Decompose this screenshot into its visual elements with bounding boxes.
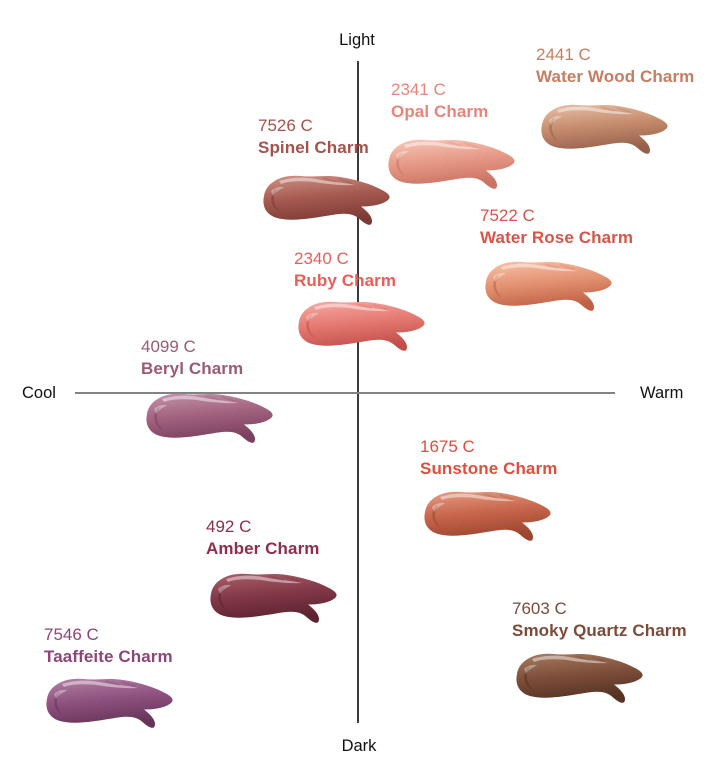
swatch-texture	[575, 655, 606, 662]
swatch-gloss-dot	[306, 312, 319, 322]
swatch-body	[516, 653, 643, 703]
swatch-gloss-highlight	[162, 395, 238, 404]
swatch-gloss-highlight	[440, 493, 516, 502]
lip-gloss-swatch	[516, 653, 643, 703]
shade-name: Water Wood Charm	[536, 67, 695, 86]
swatch-gloss-dot	[432, 502, 445, 512]
shade-water-wood-charm[interactable]: 2441 C Water Wood Charm	[533, 44, 694, 158]
swatch-body	[485, 261, 612, 311]
swatch-gloss-dot	[396, 150, 409, 160]
swatch-texture	[205, 395, 236, 402]
shade-amber-charm[interactable]: 492 C Amber Charm	[202, 516, 342, 627]
shade-smoky-quartz-charm[interactable]: 7603 C Smoky Quartz Charm	[508, 598, 687, 707]
swatch-body	[541, 104, 668, 154]
swatch-curl-shadow	[54, 692, 63, 715]
swatch-gloss-dot	[154, 404, 167, 414]
shade-code: 7526 C	[258, 116, 313, 135]
shade-name: Spinel Charm	[258, 138, 369, 157]
swatch-body	[210, 573, 337, 623]
swatch-gloss-dot	[549, 115, 562, 125]
shade-code: 1675 C	[420, 437, 475, 456]
swatch-body	[424, 491, 551, 541]
swatch-curl-shadow	[396, 153, 405, 176]
shade-name: Opal Charm	[391, 102, 489, 121]
horizontal-axis-line	[75, 392, 615, 394]
lip-gloss-swatch	[388, 139, 515, 189]
swatch-gloss-dot	[54, 689, 67, 699]
lip-gloss-swatch	[146, 393, 273, 443]
swatch-curl-shadow	[493, 275, 502, 298]
shade-name: Ruby Charm	[294, 271, 397, 290]
swatch-texture	[322, 177, 353, 184]
axis-label-dark: Dark	[341, 737, 377, 755]
swatch-gloss-dot	[271, 186, 284, 196]
lip-gloss-swatch	[298, 301, 425, 351]
shade-name: Amber Charm	[206, 539, 320, 558]
swatch-curl-shadow	[271, 189, 280, 212]
lip-gloss-swatch	[263, 175, 390, 225]
swatch-gloss-dot	[218, 584, 231, 594]
swatch-curl-shadow	[218, 587, 227, 610]
swatch-gloss-highlight	[404, 141, 480, 150]
swatch-body	[146, 393, 273, 443]
shade-code: 2441 C	[536, 45, 591, 64]
shade-spinel-charm[interactable]: 7526 C Spinel Charm	[255, 115, 395, 229]
shade-ruby-charm[interactable]: 2340 C Ruby Charm	[290, 248, 430, 355]
lip-gloss-swatch	[46, 678, 173, 728]
lip-gloss-swatch	[210, 573, 337, 623]
swatch-gloss-highlight	[532, 655, 608, 664]
swatch-texture	[600, 106, 631, 113]
swatch-curl-shadow	[549, 118, 558, 141]
swatch-curl-shadow	[432, 505, 441, 528]
shade-opal-charm[interactable]: 2341 C Opal Charm	[380, 79, 520, 193]
shade-name: Beryl Charm	[141, 359, 244, 378]
swatch-gloss-highlight	[557, 106, 633, 115]
swatch-curl-shadow	[154, 407, 163, 430]
shade-code: 2340 C	[294, 249, 349, 268]
lip-gloss-swatch	[541, 104, 668, 154]
swatch-body	[388, 139, 515, 189]
swatch-texture	[105, 680, 136, 687]
shade-water-rose-charm[interactable]: 7522 C Water Rose Charm	[477, 205, 633, 315]
shade-sunstone-charm[interactable]: 1675 C Sunstone Charm	[416, 436, 557, 545]
axis-label-warm: Warm	[640, 384, 684, 402]
shade-name: Sunstone Charm	[420, 459, 558, 478]
shade-code: 492 C	[206, 517, 252, 536]
swatch-texture	[447, 141, 478, 148]
shade-code: 2341 C	[391, 80, 446, 99]
swatch-gloss-highlight	[314, 303, 390, 312]
swatch-gloss-highlight	[62, 680, 138, 689]
axis-label-cool: Cool	[22, 384, 56, 402]
shade-code: 7522 C	[480, 206, 535, 225]
swatch-gloss-dot	[524, 664, 537, 674]
swatch-gloss-highlight	[226, 575, 302, 584]
axis-label-light: Light	[339, 31, 375, 49]
swatch-curl-shadow	[306, 315, 315, 338]
swatch-body	[263, 175, 390, 225]
swatch-body	[46, 678, 173, 728]
swatch-gloss-highlight	[501, 263, 577, 272]
swatch-curl-shadow	[524, 667, 533, 690]
shade-name: Smoky Quartz Charm	[512, 621, 687, 640]
lip-gloss-swatch	[424, 491, 551, 541]
swatch-texture	[544, 263, 575, 270]
shade-name: Taaffeite Charm	[44, 647, 173, 666]
shade-code: 7546 C	[44, 625, 99, 644]
swatch-gloss-dot	[493, 272, 506, 282]
swatch-texture	[269, 575, 300, 582]
swatch-texture	[357, 303, 388, 310]
shade-taaffeite-charm[interactable]: 7546 C Taaffeite Charm	[38, 624, 178, 732]
shade-beryl-charm[interactable]: 4099 C Beryl Charm	[138, 336, 278, 447]
shade-code: 4099 C	[141, 337, 196, 356]
swatch-texture	[483, 493, 514, 500]
swatch-body	[298, 301, 425, 351]
shade-code: 7603 C	[512, 599, 567, 618]
shade-name: Water Rose Charm	[480, 228, 634, 247]
lip-gloss-swatch	[485, 261, 612, 311]
swatch-gloss-highlight	[279, 177, 355, 186]
